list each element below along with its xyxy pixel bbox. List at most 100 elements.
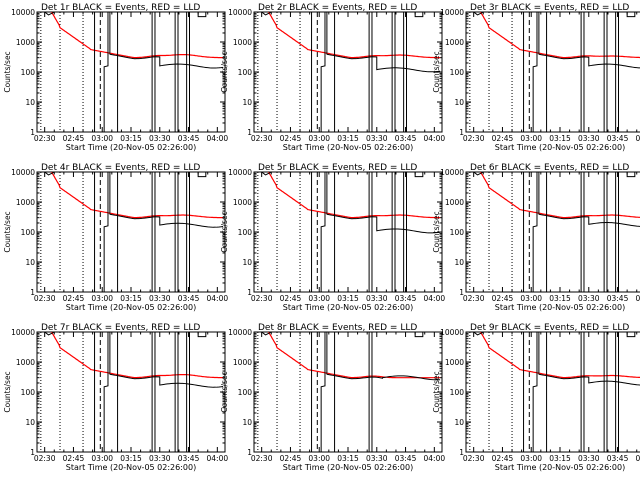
y-tick-label: 1 — [459, 448, 464, 457]
x-tick-label: 02:45 — [492, 134, 514, 143]
y-tick-label: 1000 — [233, 198, 252, 207]
plot-title: Det 8r BLACK = Events, RED = LLD — [258, 323, 417, 333]
plot-title: Det 3r BLACK = Events, RED = LLD — [470, 3, 629, 13]
x-tick-label: 02:30 — [251, 294, 273, 303]
x-tick-label: 03:45 — [607, 294, 629, 303]
y-axis-label: Counts/sec — [220, 371, 229, 412]
x-tick-label: 02:30 — [251, 454, 273, 463]
y-tick-label: 1 — [30, 288, 35, 297]
y-tick-label: 1000 — [16, 198, 35, 207]
x-tick-label: 03:15 — [549, 454, 571, 463]
x-tick-label: 02:30 — [463, 454, 485, 463]
panel-det-5r: Det 5r BLACK = Events, RED = LLD 1 10 100 10… — [220, 163, 445, 312]
plot-frame — [253, 331, 443, 453]
x-tick-label: 03:45 — [178, 294, 200, 303]
saturation-step — [197, 12, 207, 18]
x-tick-label: 03:15 — [120, 134, 142, 143]
y-tick-label: 10 — [242, 258, 252, 267]
plot-title: Det 4r BLACK = Events, RED = LLD — [41, 163, 200, 173]
panel-det-4r: Det 4r BLACK = Events, RED = LLD 1 10 100 10… — [3, 163, 228, 312]
x-tick-label: 03:30 — [578, 134, 600, 143]
y-tick-label: 1000 — [16, 38, 35, 47]
panel-det-1r: Det 1r BLACK = Events, RED = LLD 1 10 100 10… — [3, 3, 228, 152]
x-tick-label: 03:30 — [149, 294, 171, 303]
x-tick-label: 04:00 — [207, 294, 229, 303]
lld-series-line — [479, 332, 640, 379]
plot-data — [37, 332, 224, 452]
y-axis-label: Counts/sec — [432, 371, 441, 412]
plot-frame — [253, 11, 443, 133]
y-tick-label: 100 — [21, 68, 36, 77]
x-tick-label: 02:45 — [63, 294, 85, 303]
y-tick-label: 1000 — [233, 358, 252, 367]
events-series-line — [37, 332, 224, 452]
x-tick-label: 04:00 — [424, 454, 446, 463]
y-tick-label: 100 — [450, 68, 465, 77]
x-tick-label: 03:15 — [549, 294, 571, 303]
y-tick-label: 10000 — [440, 8, 464, 17]
plot-data — [254, 12, 441, 132]
y-tick-label: 10000 — [228, 168, 252, 177]
panel-det-3r: Det 3r BLACK = Events, RED = LLD 1 10 100 10… — [432, 3, 640, 152]
plot-title: Det 9r BLACK = Events, RED = LLD — [470, 323, 629, 333]
x-tick-label: 03:30 — [578, 454, 600, 463]
y-tick-label: 100 — [21, 388, 36, 397]
plot-data — [37, 172, 224, 292]
x-tick-label: 03:45 — [607, 454, 629, 463]
y-tick-label: 10000 — [228, 328, 252, 337]
y-tick-label: 10 — [242, 418, 252, 427]
plot-data — [37, 12, 224, 132]
x-axis-label: Start Time (20-Nov-05 02:26:00) — [283, 463, 413, 472]
x-tick-label: 02:30 — [463, 134, 485, 143]
x-tick-label: 03:30 — [149, 454, 171, 463]
x-tick-label: 02:45 — [492, 454, 514, 463]
panel-det-7r: Det 7r BLACK = Events, RED = LLD 1 10 100 10… — [3, 323, 228, 472]
lld-series-line — [479, 12, 640, 59]
y-axis-label: Counts/sec — [220, 51, 229, 92]
plot-frame — [36, 11, 226, 133]
events-series-line — [254, 172, 441, 292]
panel-det-6r: Det 6r BLACK = Events, RED = LLD 1 10 100 10… — [432, 163, 640, 312]
y-axis-label: Counts/sec — [432, 51, 441, 92]
x-tick-label: 03:00 — [308, 454, 330, 463]
x-axis-label: Start Time (20-Nov-05 02:26:00) — [66, 303, 196, 312]
x-tick-label: 02:30 — [34, 134, 56, 143]
x-axis-label: Start Time (20-Nov-05 02:26:00) — [283, 303, 413, 312]
x-tick-label: 03:45 — [395, 134, 417, 143]
x-tick-label: 03:15 — [120, 454, 142, 463]
plot-data — [466, 12, 640, 132]
y-tick-label: 10000 — [11, 328, 35, 337]
lld-series-line — [267, 332, 441, 379]
y-axis-label: Counts/sec — [3, 211, 12, 252]
x-axis-label: Start Time (20-Nov-05 02:26:00) — [495, 463, 625, 472]
x-tick-label: 03:45 — [178, 134, 200, 143]
x-tick-label: 03:00 — [91, 294, 113, 303]
y-tick-label: 100 — [238, 228, 253, 237]
lld-series-line — [50, 12, 224, 59]
x-tick-label: 03:30 — [578, 294, 600, 303]
y-tick-label: 10 — [25, 98, 35, 107]
saturation-step — [414, 332, 424, 338]
y-tick-label: 10 — [454, 98, 464, 107]
y-axis-label: Counts/sec — [432, 211, 441, 252]
x-tick-label: 03:30 — [366, 294, 388, 303]
x-tick-label: 04:00 — [207, 454, 229, 463]
x-tick-label: 04:00 — [207, 134, 229, 143]
panel-det-9r: Det 9r BLACK = Events, RED = LLD 1 10 100 10… — [432, 323, 640, 472]
x-tick-label: 03:15 — [337, 454, 359, 463]
y-tick-label: 10000 — [440, 328, 464, 337]
lld-series-line — [267, 172, 441, 219]
panel-det-2r: Det 2r BLACK = Events, RED = LLD 1 10 100 10… — [220, 3, 445, 152]
panel-det-8r: Det 8r BLACK = Events, RED = LLD 1 10 100 10… — [220, 323, 445, 472]
y-tick-label: 100 — [450, 388, 465, 397]
y-tick-label: 10000 — [11, 168, 35, 177]
y-tick-label: 1 — [459, 288, 464, 297]
saturation-step — [414, 12, 424, 18]
events-series-line — [37, 12, 224, 132]
y-tick-label: 10 — [454, 418, 464, 427]
x-tick-label: 03:00 — [520, 454, 542, 463]
y-axis-label: Counts/sec — [220, 211, 229, 252]
x-tick-label: 02:45 — [63, 454, 85, 463]
y-tick-label: 10 — [454, 258, 464, 267]
